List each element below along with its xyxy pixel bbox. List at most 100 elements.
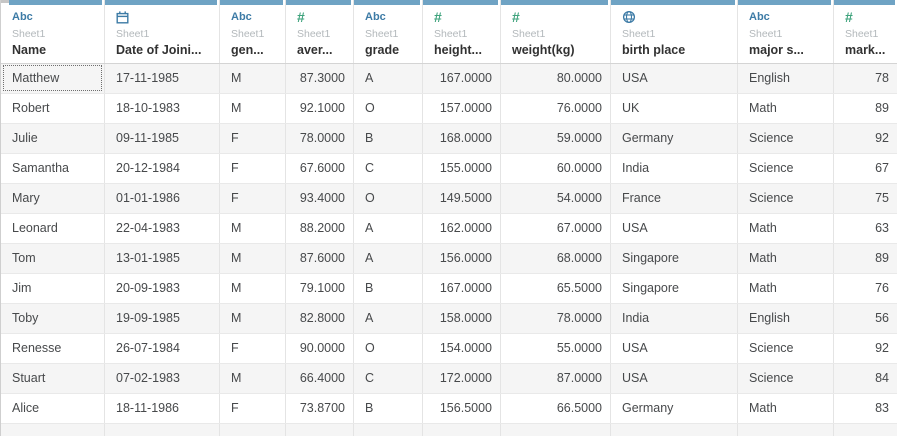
- cell-height[interactable]: 156.0000: [423, 244, 501, 273]
- cell-weight-kg[interactable]: 55.0000: [501, 334, 611, 363]
- cell-major-s[interactable]: Science: [738, 184, 834, 213]
- cell-aver[interactable]: 66.4000: [286, 364, 354, 393]
- cell-gen[interactable]: F: [220, 154, 286, 183]
- number-type-hash-icon[interactable]: #: [434, 9, 496, 25]
- cell-date-of-joini[interactable]: 18-10-1983: [105, 94, 220, 123]
- cell-grade[interactable]: C: [354, 364, 423, 393]
- cell-gen[interactable]: M: [220, 214, 286, 243]
- cell-mark[interactable]: 92: [834, 124, 897, 153]
- cell-birth-place[interactable]: India: [611, 154, 738, 183]
- string-type-abc-icon[interactable]: Abc: [749, 9, 829, 25]
- column-header-gen[interactable]: Abc Sheet1 gen...: [220, 0, 286, 63]
- cell-name[interactable]: Robert: [1, 94, 105, 123]
- cell-major-s[interactable]: English: [738, 304, 834, 333]
- cell-height[interactable]: 162.0000: [423, 214, 501, 243]
- cell-grade[interactable]: B: [354, 274, 423, 303]
- cell-grade[interactable]: B: [354, 394, 423, 423]
- cell-gen[interactable]: F: [220, 184, 286, 213]
- cell-date-of-joini[interactable]: 19-09-1985: [105, 304, 220, 333]
- cell-date-of-joini[interactable]: 07-02-1983: [105, 364, 220, 393]
- cell-major-s[interactable]: Math: [738, 274, 834, 303]
- cell-birth-place[interactable]: India: [611, 304, 738, 333]
- cell-height[interactable]: 167.0000: [423, 274, 501, 303]
- column-header-grade[interactable]: Abc Sheet1 grade: [354, 0, 423, 63]
- cell-grade[interactable]: O: [354, 334, 423, 363]
- cell-height[interactable]: 155.0000: [423, 154, 501, 183]
- cell-weight-kg[interactable]: 87.0000: [501, 364, 611, 393]
- cell-grade[interactable]: A: [354, 304, 423, 333]
- cell-aver[interactable]: 87.6000: [286, 244, 354, 273]
- cell-date-of-joini[interactable]: 09-11-1985: [105, 124, 220, 153]
- column-header-height[interactable]: # Sheet1 height...: [423, 0, 501, 63]
- cell-weight-kg[interactable]: 65.5000: [501, 274, 611, 303]
- cell-mark[interactable]: 89: [834, 244, 897, 273]
- cell-gen[interactable]: M: [220, 364, 286, 393]
- geo-type-globe-icon[interactable]: [622, 9, 733, 25]
- cell-weight-kg[interactable]: 67.0000: [501, 214, 611, 243]
- cell-height[interactable]: 168.0000: [423, 124, 501, 153]
- cell-mark[interactable]: 76: [834, 274, 897, 303]
- cell-major-s[interactable]: Science: [738, 334, 834, 363]
- cell-mark[interactable]: 83: [834, 394, 897, 423]
- cell-birth-place[interactable]: USA: [611, 334, 738, 363]
- cell-name[interactable]: Toby: [1, 304, 105, 333]
- cell-gen[interactable]: M: [220, 64, 286, 93]
- number-type-hash-icon[interactable]: #: [512, 9, 606, 25]
- cell-birth-place[interactable]: Germany: [611, 124, 738, 153]
- cell-aver[interactable]: 92.1000: [286, 94, 354, 123]
- cell-date-of-joini[interactable]: 20-09-1983: [105, 274, 220, 303]
- cell-mark[interactable]: 78: [834, 64, 897, 93]
- cell-birth-place[interactable]: UK: [611, 94, 738, 123]
- cell-name[interactable]: Jim: [1, 274, 105, 303]
- cell-name[interactable]: Mary: [1, 184, 105, 213]
- string-type-abc-icon[interactable]: Abc: [365, 9, 418, 25]
- cell-name[interactable]: Samantha: [1, 154, 105, 183]
- cell-weight-kg[interactable]: 78.0000: [501, 304, 611, 333]
- column-header-major-s[interactable]: Abc Sheet1 major s...: [738, 0, 834, 63]
- cell-name[interactable]: Leonard: [1, 214, 105, 243]
- cell-date-of-joini[interactable]: 17-11-1985: [105, 64, 220, 93]
- cell-date-of-joini[interactable]: 22-04-1983: [105, 214, 220, 243]
- cell-aver[interactable]: 87.3000: [286, 64, 354, 93]
- column-header-birth-place[interactable]: Sheet1 birth place: [611, 0, 738, 63]
- cell-aver[interactable]: 82.8000: [286, 304, 354, 333]
- cell-birth-place[interactable]: Singapore: [611, 274, 738, 303]
- cell-height[interactable]: 149.5000: [423, 184, 501, 213]
- cell-name[interactable]: Matthew: [1, 64, 105, 93]
- column-header-aver[interactable]: # Sheet1 aver...: [286, 0, 354, 63]
- cell-birth-place[interactable]: USA: [611, 364, 738, 393]
- cell-weight-kg[interactable]: 59.0000: [501, 124, 611, 153]
- cell-date-of-joini[interactable]: 01-01-1986: [105, 184, 220, 213]
- cell-aver[interactable]: 88.2000: [286, 214, 354, 243]
- cell-weight-kg[interactable]: 54.0000: [501, 184, 611, 213]
- string-type-abc-icon[interactable]: Abc: [12, 9, 100, 25]
- cell-grade[interactable]: C: [354, 154, 423, 183]
- cell-birth-place[interactable]: France: [611, 184, 738, 213]
- cell-height[interactable]: 157.0000: [423, 94, 501, 123]
- cell-gen[interactable]: M: [220, 304, 286, 333]
- cell-date-of-joini[interactable]: 18-11-1986: [105, 394, 220, 423]
- cell-major-s[interactable]: English: [738, 64, 834, 93]
- cell-mark[interactable]: 84: [834, 364, 897, 393]
- cell-birth-place[interactable]: Germany: [611, 394, 738, 423]
- cell-name[interactable]: Stuart: [1, 364, 105, 393]
- cell-height[interactable]: 154.0000: [423, 334, 501, 363]
- number-type-hash-icon[interactable]: #: [845, 9, 893, 25]
- cell-major-s[interactable]: Math: [738, 214, 834, 243]
- cell-aver[interactable]: 79.1000: [286, 274, 354, 303]
- cell-gen[interactable]: M: [220, 274, 286, 303]
- cell-birth-place[interactable]: USA: [611, 64, 738, 93]
- cell-birth-place[interactable]: Singapore: [611, 244, 738, 273]
- cell-aver[interactable]: 67.6000: [286, 154, 354, 183]
- cell-height[interactable]: 172.0000: [423, 364, 501, 393]
- cell-aver[interactable]: 93.4000: [286, 184, 354, 213]
- cell-date-of-joini[interactable]: 20-12-1984: [105, 154, 220, 183]
- cell-major-s[interactable]: Math: [738, 94, 834, 123]
- cell-birth-place[interactable]: USA: [611, 214, 738, 243]
- cell-mark[interactable]: 92: [834, 334, 897, 363]
- cell-height[interactable]: 156.5000: [423, 394, 501, 423]
- cell-mark[interactable]: 63: [834, 214, 897, 243]
- cell-gen[interactable]: M: [220, 94, 286, 123]
- cell-grade[interactable]: A: [354, 244, 423, 273]
- cell-grade[interactable]: A: [354, 214, 423, 243]
